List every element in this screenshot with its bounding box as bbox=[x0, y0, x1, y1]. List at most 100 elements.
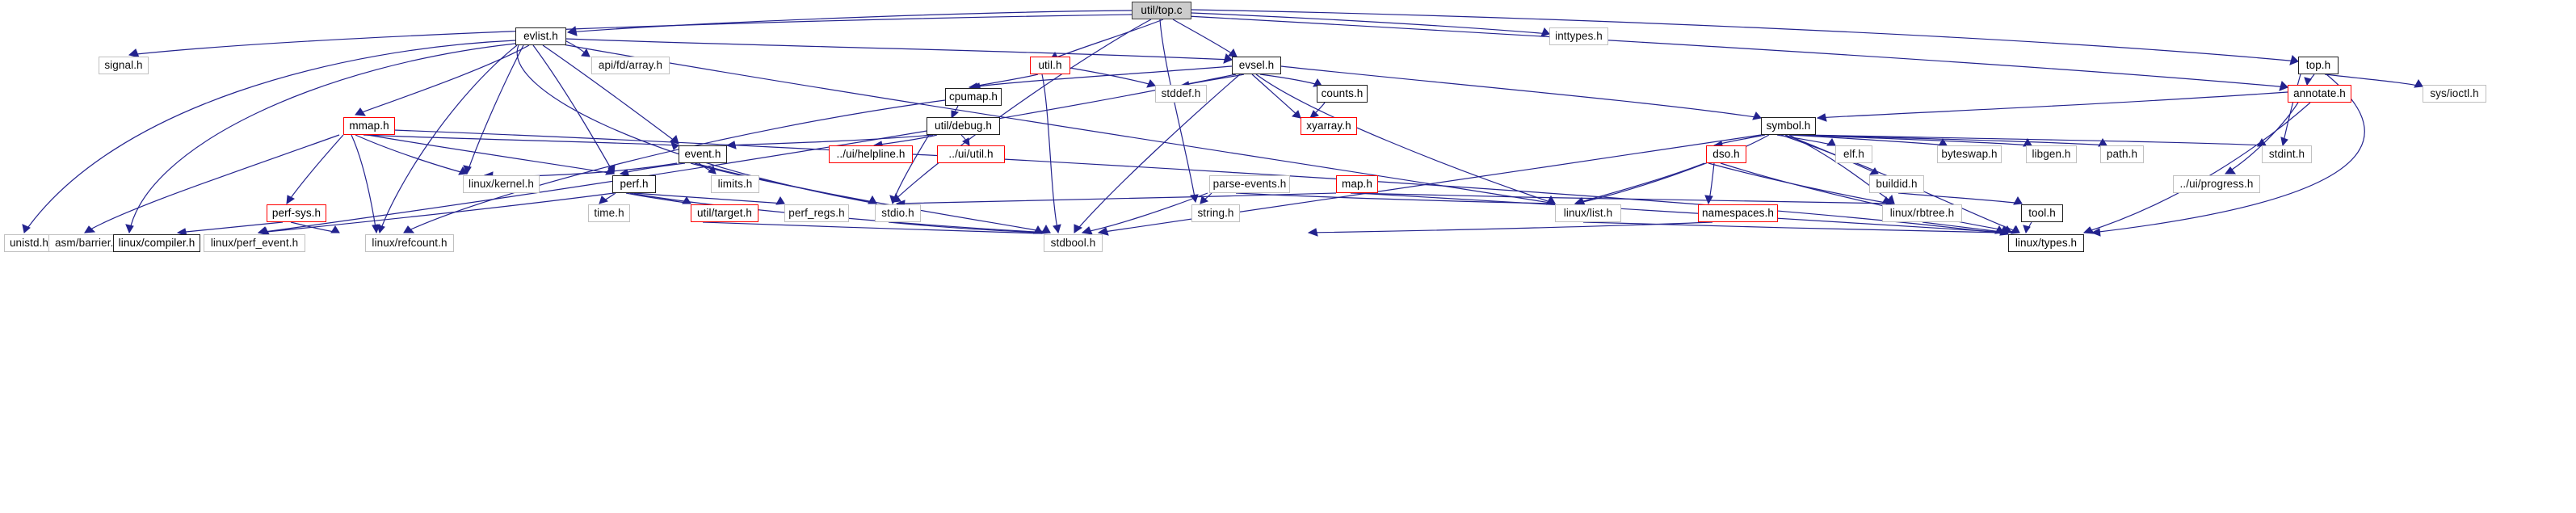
graph-node-evlist_h[interactable]: evlist.h bbox=[515, 27, 566, 45]
graph-node-label: event.h bbox=[684, 148, 721, 161]
graph-node-byteswap_h[interactable]: byteswap.h bbox=[1937, 145, 2002, 163]
graph-node-label: xyarray.h bbox=[1306, 120, 1351, 132]
graph-node-label: counts.h bbox=[1321, 87, 1364, 100]
graph-node-label: namespaces.h bbox=[1701, 207, 1774, 220]
graph-node-label: ../ui/util.h bbox=[948, 148, 994, 161]
graph-node-signal_h[interactable]: signal.h bbox=[99, 57, 149, 74]
graph-node-label: perf.h bbox=[620, 178, 649, 191]
graph-node-dotdot_ui_progress_h[interactable]: ../ui/progress.h bbox=[2173, 175, 2260, 193]
graph-node-util_target_h[interactable]: util/target.h bbox=[691, 204, 759, 222]
graph-node-evsel_h[interactable]: evsel.h bbox=[1232, 57, 1281, 74]
graph-node-label: ../ui/helpline.h bbox=[836, 148, 906, 161]
graph-node-linux_kernel_h[interactable]: linux/kernel.h bbox=[463, 175, 540, 193]
graph-node-label: elf.h bbox=[1843, 148, 1865, 161]
graph-node-label: byteswap.h bbox=[1941, 148, 1998, 161]
graph-node-annotate_h[interactable]: annotate.h bbox=[2288, 85, 2351, 103]
graph-node-namespaces_h[interactable]: namespaces.h bbox=[1698, 204, 1778, 222]
graph-node-label: signal.h bbox=[104, 59, 143, 72]
graph-node-label: inttypes.h bbox=[1555, 30, 1603, 43]
graph-node-stdint_h[interactable]: stdint.h bbox=[2262, 145, 2312, 163]
graph-node-util_h[interactable]: util.h bbox=[1030, 57, 1070, 74]
graph-node-label: asm/barrier.h bbox=[54, 237, 120, 250]
graph-node-mmap_h[interactable]: mmap.h bbox=[343, 117, 395, 135]
graph-node-label: perf-sys.h bbox=[271, 207, 321, 220]
graph-node-stdio_h[interactable]: stdio.h bbox=[875, 204, 921, 222]
graph-node-perf_h[interactable]: perf.h bbox=[612, 175, 656, 193]
graph-node-linux_types_h[interactable]: linux/types.h bbox=[2008, 234, 2084, 252]
graph-node-label: path.h bbox=[2106, 148, 2138, 161]
graph-node-label: parse-events.h bbox=[1212, 178, 1287, 191]
graph-node-label: limits.h bbox=[717, 178, 753, 191]
graph-node-label: evsel.h bbox=[1238, 59, 1275, 72]
graph-node-top_c[interactable]: util/top.c bbox=[1132, 2, 1191, 19]
graph-node-linux_list_h[interactable]: linux/list.h bbox=[1555, 204, 1621, 222]
graph-node-buildid_h[interactable]: buildid.h bbox=[1869, 175, 1924, 193]
graph-node-label: util.h bbox=[1038, 59, 1062, 72]
graph-node-label: time.h bbox=[594, 207, 624, 220]
graph-node-dotdot_ui_util_h[interactable]: ../ui/util.h bbox=[937, 145, 1005, 163]
graph-node-label: mmap.h bbox=[349, 120, 389, 132]
graph-node-label: api/fd/array.h bbox=[598, 59, 663, 72]
graph-node-label: linux/kernel.h bbox=[469, 178, 534, 191]
graph-node-linux_rbtree_h[interactable]: linux/rbtree.h bbox=[1882, 204, 1962, 222]
graph-node-libgen_h[interactable]: libgen.h bbox=[2026, 145, 2077, 163]
graph-node-label: linux/refcount.h bbox=[372, 237, 448, 250]
graph-node-label: buildid.h bbox=[1876, 178, 1918, 191]
graph-node-map_h[interactable]: map.h bbox=[1336, 175, 1378, 193]
graph-node-stdbool_h[interactable]: stdbool.h bbox=[1044, 234, 1103, 252]
graph-node-label: util/top.c bbox=[1141, 4, 1183, 17]
graph-node-label: stdbool.h bbox=[1050, 237, 1096, 250]
graph-node-xyarray_h[interactable]: xyarray.h bbox=[1301, 117, 1357, 135]
graph-node-label: symbol.h bbox=[1766, 120, 1811, 132]
graph-node-inttypes_h[interactable]: inttypes.h bbox=[1549, 27, 1608, 45]
graph-node-label: stdio.h bbox=[881, 207, 914, 220]
graph-node-api_fd_array_h[interactable]: api/fd/array.h bbox=[591, 57, 670, 74]
graph-node-limits_h[interactable]: limits.h bbox=[711, 175, 759, 193]
graph-node-dso_h[interactable]: dso.h bbox=[1706, 145, 1746, 163]
graph-node-label: linux/list.h bbox=[1563, 207, 1613, 220]
graph-node-label: linux/rbtree.h bbox=[1889, 207, 1955, 220]
graph-node-label: libgen.h bbox=[2032, 148, 2071, 161]
graph-node-linux_perf_event_h[interactable]: linux/perf_event.h bbox=[204, 234, 305, 252]
graph-node-unistd_h[interactable]: unistd.h bbox=[4, 234, 54, 252]
graph-node-label: linux/types.h bbox=[2015, 237, 2078, 250]
graph-node-label: string.h bbox=[1197, 207, 1234, 220]
graph-node-label: util/debug.h bbox=[934, 120, 992, 132]
graph-node-stddef_h[interactable]: stddef.h bbox=[1155, 85, 1207, 103]
graph-node-label: sys/ioctl.h bbox=[2430, 87, 2479, 100]
graph-node-label: dso.h bbox=[1712, 148, 1740, 161]
graph-node-label: annotate.h bbox=[2293, 87, 2346, 100]
graph-node-event_h[interactable]: event.h bbox=[679, 145, 727, 163]
graph-node-dotdot_ui_helpline_h[interactable]: ../ui/helpline.h bbox=[829, 145, 913, 163]
graph-node-cpumap_h[interactable]: cpumap.h bbox=[945, 88, 1002, 106]
graph-node-path_h[interactable]: path.h bbox=[2100, 145, 2144, 163]
graph-node-elf_h[interactable]: elf.h bbox=[1835, 145, 1872, 163]
graph-node-util_debug_h[interactable]: util/debug.h bbox=[927, 117, 1000, 135]
graph-node-linux_compiler_h[interactable]: linux/compiler.h bbox=[113, 234, 200, 252]
graph-node-perf_sys_h[interactable]: perf-sys.h bbox=[267, 204, 326, 222]
graph-node-linux_refcount_h[interactable]: linux/refcount.h bbox=[365, 234, 454, 252]
graph-node-label: stddef.h bbox=[1161, 87, 1201, 100]
graph-node-top_h[interactable]: top.h bbox=[2298, 57, 2339, 74]
graph-node-symbol_h[interactable]: symbol.h bbox=[1761, 117, 1816, 135]
graph-node-label: linux/perf_event.h bbox=[210, 237, 299, 250]
graph-node-label: stdint.h bbox=[2268, 148, 2305, 161]
graph-node-perf_regs_h[interactable]: perf_regs.h bbox=[784, 204, 849, 222]
graph-node-label: tool.h bbox=[2028, 207, 2056, 220]
graph-node-label: util/target.h bbox=[696, 207, 753, 220]
graph-node-label: ../ui/progress.h bbox=[2179, 178, 2254, 191]
graph-node-label: linux/compiler.h bbox=[118, 237, 195, 250]
graph-node-label: unistd.h bbox=[9, 237, 49, 250]
graph-node-tool_h[interactable]: tool.h bbox=[2021, 204, 2063, 222]
graph-node-time_h[interactable]: time.h bbox=[588, 204, 630, 222]
graph-node-label: map.h bbox=[1341, 178, 1373, 191]
graph-node-label: top.h bbox=[2305, 59, 2331, 72]
graph-node-label: evlist.h bbox=[523, 30, 558, 43]
graph-node-parse_events_h[interactable]: parse-events.h bbox=[1209, 175, 1290, 193]
graph-node-label: perf_regs.h bbox=[788, 207, 845, 220]
graph-node-sys_ioctl_h[interactable]: sys/ioctl.h bbox=[2423, 85, 2486, 103]
graph-node-string_h[interactable]: string.h bbox=[1191, 204, 1240, 222]
graph-node-counts_h[interactable]: counts.h bbox=[1317, 85, 1368, 103]
